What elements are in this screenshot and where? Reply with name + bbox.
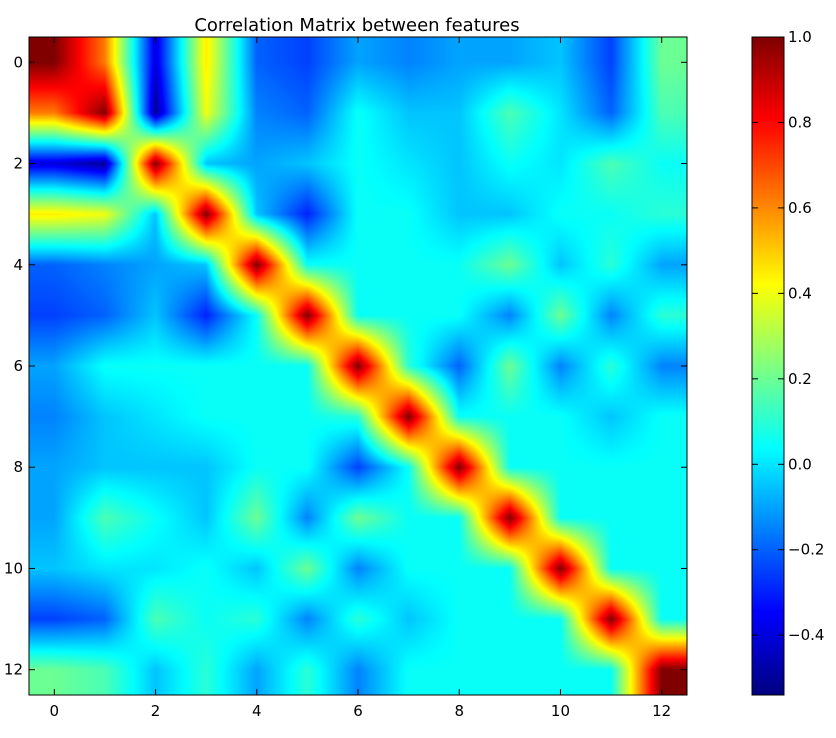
colorbar-tick-label: −0.4 bbox=[788, 626, 824, 644]
colorbar-tick-label: 0.4 bbox=[788, 284, 812, 302]
y-tick-label: 12 bbox=[4, 661, 23, 679]
y-tick-label: 10 bbox=[4, 559, 23, 577]
y-tick-label: 8 bbox=[13, 458, 23, 476]
y-tick-label: 6 bbox=[13, 357, 23, 375]
x-tick-label: 12 bbox=[652, 702, 671, 720]
colorbar-gradient bbox=[752, 37, 784, 695]
x-tick-label: 6 bbox=[353, 702, 363, 720]
y-tick-label: 2 bbox=[13, 155, 23, 173]
y-tick-label: 0 bbox=[13, 53, 23, 71]
colorbar-tick-label: −0.2 bbox=[788, 541, 824, 559]
colorbar-tick-label: 1.0 bbox=[788, 28, 812, 46]
colorbar-axis: 1.0 0.8 0.6 0.4 0.2 0.0 −0.2 −0.4 bbox=[752, 28, 824, 644]
y-tick-label: 4 bbox=[13, 256, 23, 274]
heatmap-axes: 0 2 4 6 8 10 12 0 2 4 6 8 10 12 bbox=[4, 37, 687, 720]
x-tick-label: 0 bbox=[50, 702, 60, 720]
x-tick-label: 4 bbox=[252, 702, 262, 720]
colorbar-tick-label: 0.6 bbox=[788, 199, 812, 217]
chart-title: Correlation Matrix between features bbox=[194, 15, 519, 36]
colorbar-frame bbox=[751, 36, 785, 696]
heatmap-image bbox=[29, 37, 687, 695]
x-tick-label: 8 bbox=[454, 702, 464, 720]
x-tick-label: 2 bbox=[151, 702, 161, 720]
x-tick-label: 10 bbox=[551, 702, 570, 720]
colorbar-tick-label: 0.0 bbox=[788, 455, 812, 473]
colorbar-tick-label: 0.8 bbox=[788, 113, 812, 131]
colorbar-tick-label: 0.2 bbox=[788, 370, 812, 388]
